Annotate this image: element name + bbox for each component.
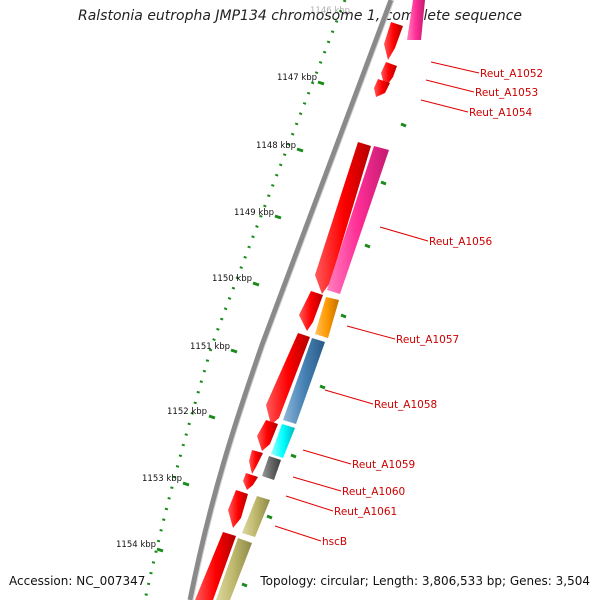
feature-tick — [364, 243, 371, 249]
feature-tick — [340, 313, 347, 319]
cds-arrow[interactable] — [266, 333, 310, 425]
feature-track — [216, 0, 425, 600]
gene-label[interactable]: Reut_A1056 — [429, 236, 493, 248]
cds-arrow[interactable] — [249, 450, 263, 474]
gene-label[interactable]: Reut_A1060 — [342, 486, 405, 498]
feature-tick — [380, 180, 387, 186]
cds-arrow[interactable] — [315, 142, 371, 294]
tick-label: 1150 kbp — [212, 274, 252, 284]
feature-tick — [400, 122, 407, 128]
gene-label[interactable]: Reut_A1057 — [396, 334, 459, 346]
tick-mark — [296, 147, 304, 153]
feature-tick — [319, 384, 326, 390]
feature-tick — [266, 514, 273, 520]
gene-label[interactable]: Reut_A1052 — [480, 68, 543, 80]
cds-arrow[interactable] — [257, 420, 278, 451]
feature-bar-gray[interactable] — [262, 456, 281, 480]
tick-mark — [156, 547, 164, 553]
leader-line — [346, 325, 396, 340]
feature-ticks — [241, 122, 407, 588]
tick-mark — [274, 214, 282, 220]
cds-arrow[interactable] — [384, 22, 403, 60]
gene-label[interactable]: Reut_A1061 — [334, 506, 397, 518]
cds-arrow[interactable] — [299, 291, 323, 331]
leader-line — [274, 525, 322, 542]
leader-line — [379, 226, 429, 242]
feature-tick — [290, 453, 297, 459]
gene-label[interactable]: Reut_A1053 — [475, 87, 538, 99]
gene-label[interactable]: Reut_A1054 — [469, 107, 533, 119]
feature-bar-orange[interactable] — [315, 297, 339, 338]
tick-label: 1152 kbp — [167, 407, 207, 417]
tick-label: 1149 kbp — [234, 208, 274, 218]
backbone-highlight — [192, 0, 395, 600]
gene-labels: Reut_A1052 Reut_A1053 Reut_A1054 Reut_A1… — [322, 68, 543, 548]
leader-line — [425, 79, 475, 93]
gene-label[interactable]: hscB — [322, 536, 347, 548]
leader-line — [420, 99, 469, 113]
backbone-arc — [187, 0, 394, 600]
tick-mark — [230, 348, 238, 354]
feature-tick — [241, 582, 248, 588]
tick-mark — [208, 414, 216, 420]
tick-mark — [252, 281, 260, 287]
accession-text: Accession: NC_007347 — [9, 574, 146, 588]
tick-marks — [156, 80, 325, 553]
tick-label: 1151 kbp — [190, 342, 230, 352]
leader-line — [430, 61, 480, 74]
cds-arrow[interactable] — [228, 490, 248, 528]
gene-label[interactable]: Reut_A1059 — [352, 459, 415, 471]
feature-bar-steelblue[interactable] — [283, 338, 325, 424]
leader-line — [292, 476, 342, 492]
leader-line — [302, 449, 352, 465]
feature-bar-khaki[interactable] — [216, 538, 252, 600]
cds-arrow[interactable] — [195, 532, 236, 600]
tick-label: 1153 kbp — [142, 474, 182, 484]
tick-mark — [317, 80, 325, 86]
gene-label[interactable]: Reut_A1058 — [374, 399, 437, 411]
topology-text: Topology: circular; Length: 3,806,533 bp… — [260, 574, 590, 588]
feature-bar-khaki[interactable] — [242, 496, 270, 537]
leader-line — [285, 495, 334, 512]
feature-bar-cyan[interactable] — [271, 424, 295, 458]
tick-label: 1146 kbp — [310, 6, 350, 16]
feature-bar-pink[interactable] — [327, 146, 389, 294]
tick-labels: 1146 kbp 1147 kbp 1148 kbp 1149 kbp 1150… — [116, 6, 350, 550]
label-leaders — [274, 61, 480, 542]
tick-label: 1147 kbp — [277, 73, 317, 83]
tick-mark — [182, 481, 190, 487]
tick-label: 1154 kbp — [116, 540, 156, 550]
cds-track — [195, 22, 403, 600]
feature-bar-pink[interactable] — [407, 0, 425, 40]
cds-arrow[interactable] — [243, 473, 258, 490]
leader-line — [324, 389, 374, 405]
tick-label: 1148 kbp — [256, 141, 296, 151]
cds-arrow[interactable] — [374, 79, 390, 97]
